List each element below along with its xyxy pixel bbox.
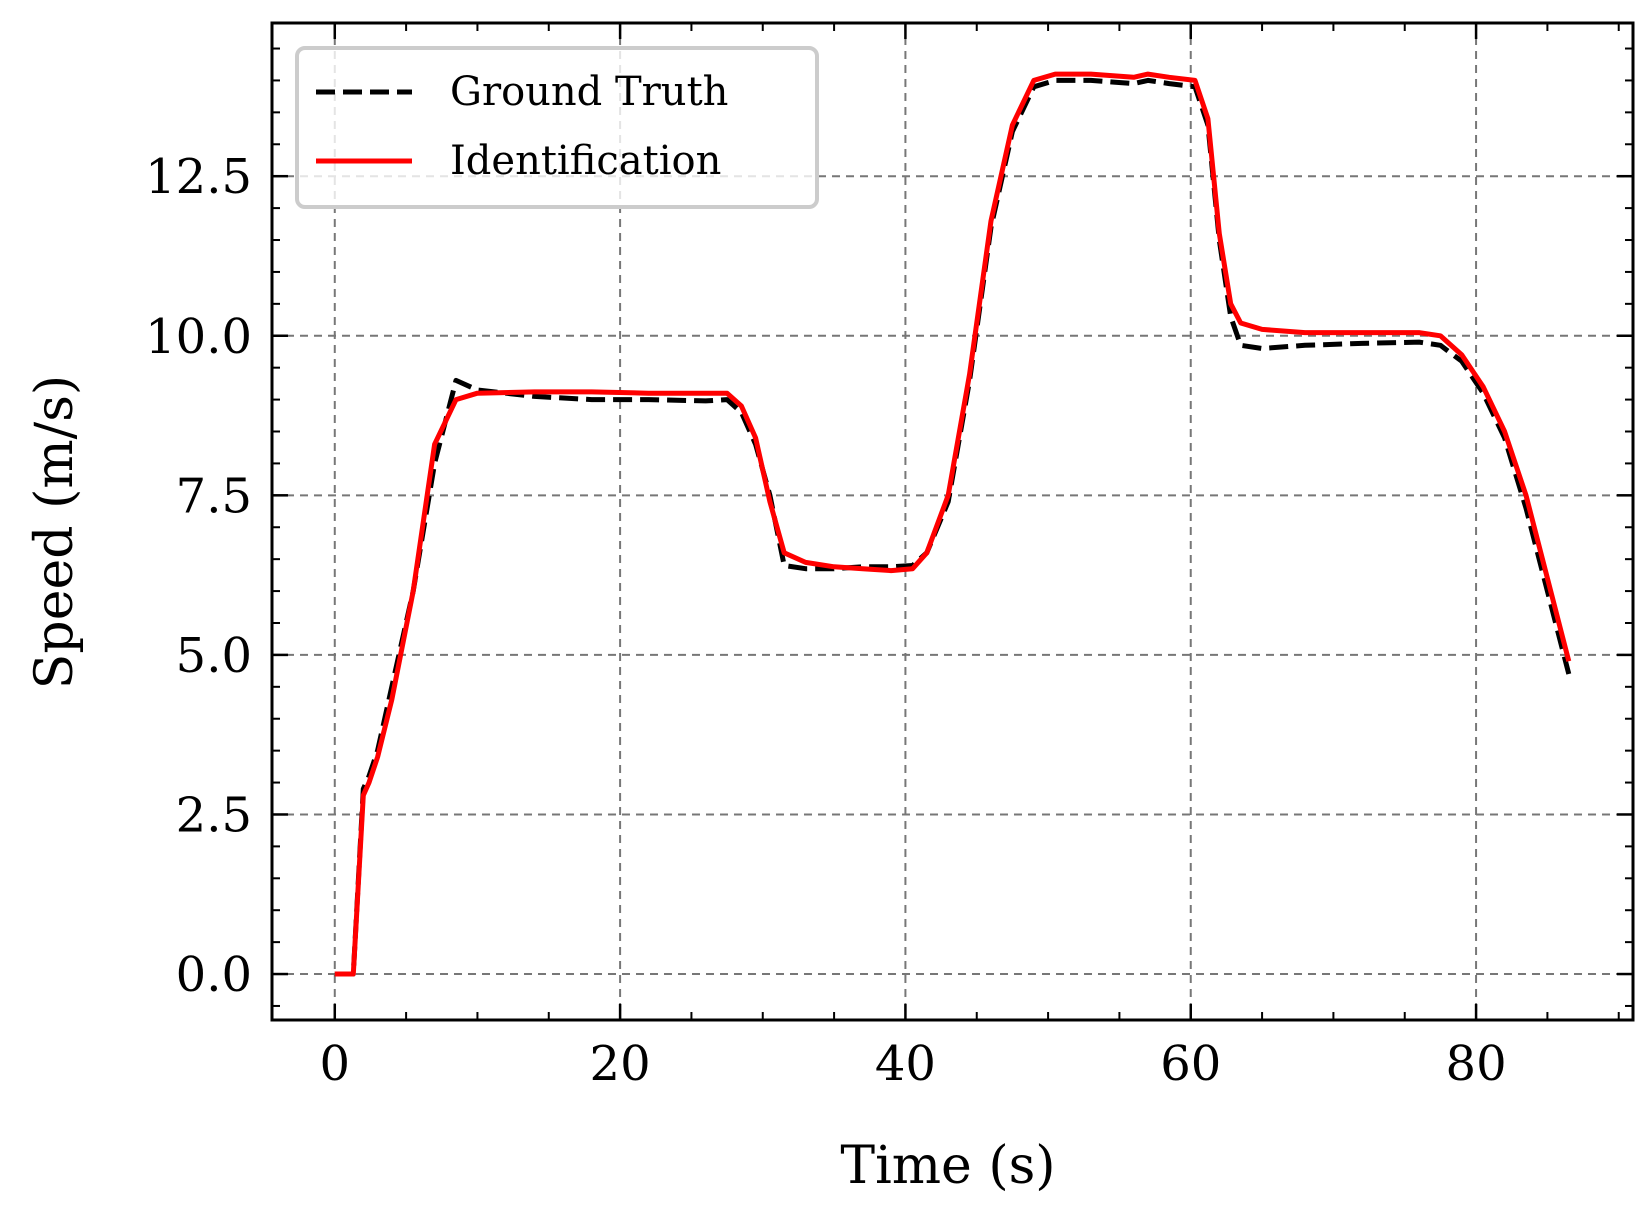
- legend-label-ground-truth: Ground Truth: [450, 69, 728, 115]
- legend-label-identification: Identification: [450, 138, 721, 184]
- y-tick-label: 2.5: [176, 787, 252, 843]
- series-line-ground-truth: [334, 77, 1572, 977]
- y-tick-label: 7.5: [176, 468, 252, 524]
- series-layer: [334, 71, 1572, 977]
- y-tick-label: 0.0: [176, 947, 252, 1003]
- x-tick-label: 60: [1160, 1036, 1221, 1092]
- legend: Ground Truth Identification: [295, 46, 819, 209]
- x-tick-label: 40: [875, 1036, 936, 1092]
- axes-frame: [270, 21, 1635, 1022]
- series-line-identification: [334, 71, 1572, 977]
- plot-frame: [270, 21, 1635, 1022]
- tick-labels: 0 20 40 60 80 0.0 2.5 5.0 7.5 10.0 12.5: [145, 149, 1506, 1092]
- x-tick-label: 0: [319, 1036, 350, 1092]
- y-axis-label: Speed (m/s): [25, 375, 85, 689]
- y-tick-label: 5.0: [176, 628, 252, 684]
- y-tick-label: 10.0: [145, 309, 252, 365]
- x-axis-label: Time (s): [840, 1136, 1055, 1196]
- x-tick-label: 80: [1446, 1036, 1507, 1092]
- y-tick-label: 12.5: [145, 149, 252, 205]
- legend-box: [295, 46, 819, 209]
- x-tick-label: 20: [590, 1036, 651, 1092]
